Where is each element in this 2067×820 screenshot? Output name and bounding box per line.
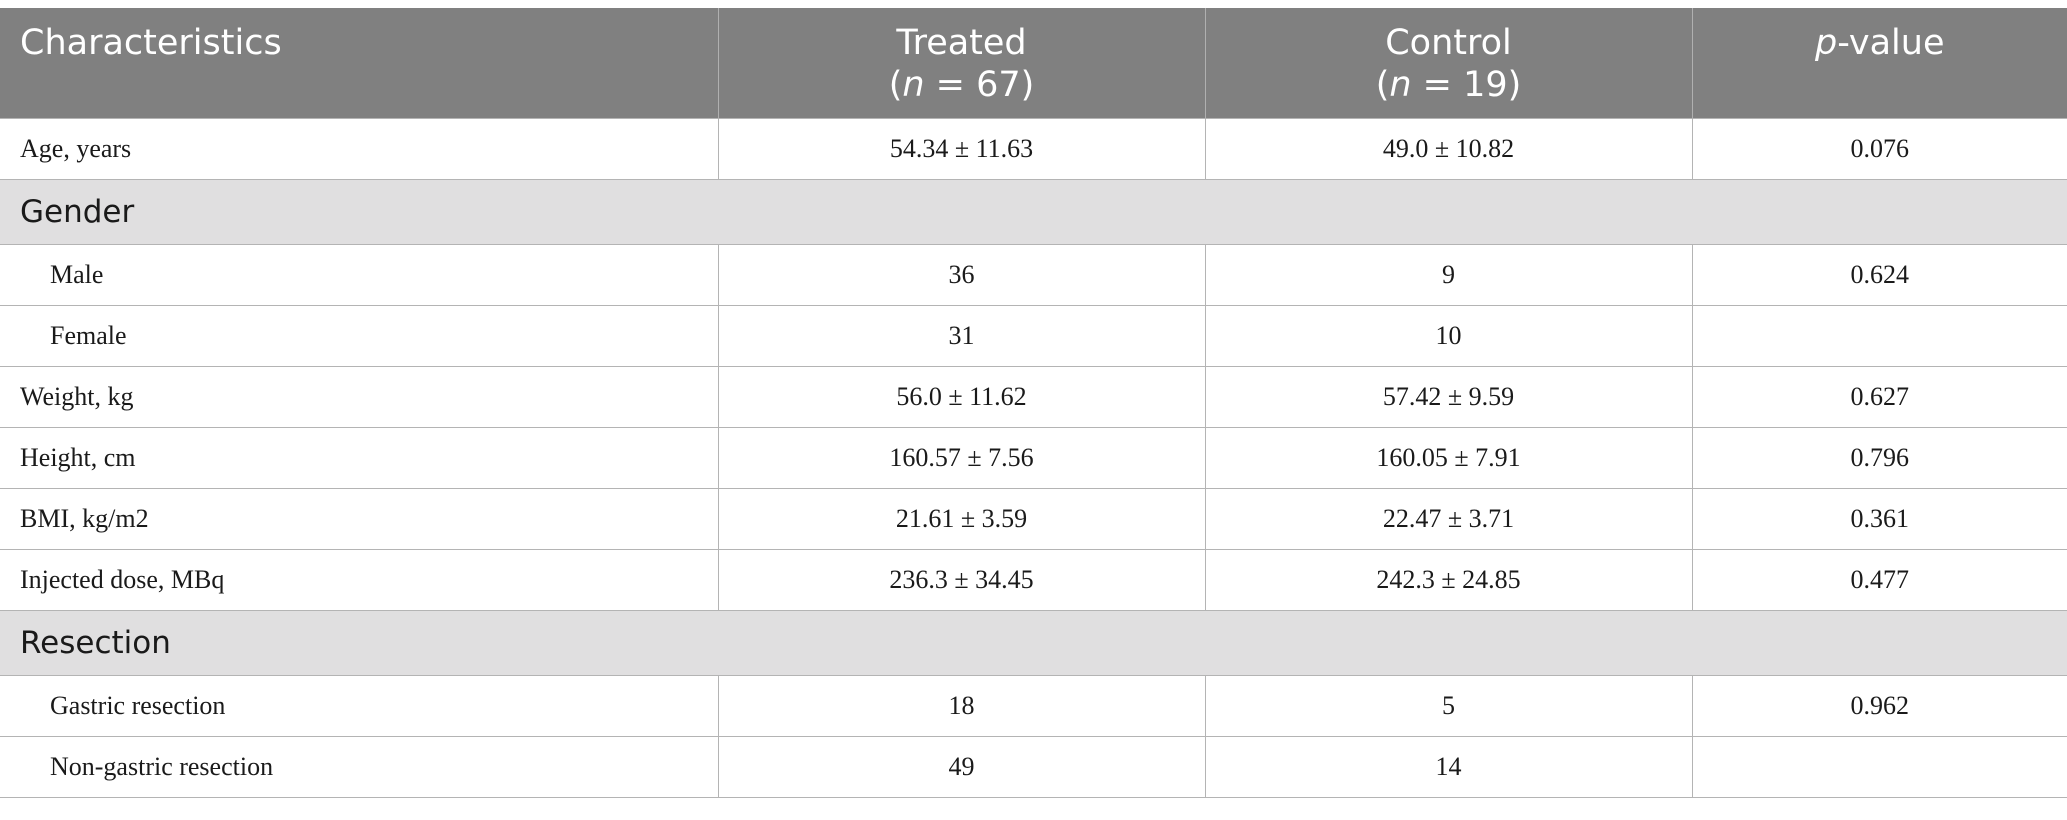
control-cell: 242.3 ± 24.85 — [1204, 548, 1693, 611]
section-row-gender: Gender — [0, 178, 2067, 245]
row-label: Age, years — [0, 117, 719, 180]
table-row: Height, cm 160.57 ± 7.56 160.05 ± 7.91 0… — [0, 426, 2067, 489]
table-row: Female 31 10 — [0, 304, 2067, 367]
header-row: Characteristics Treated (n = 67) Control… — [0, 8, 2067, 118]
treated-cell: 21.61 ± 3.59 — [717, 487, 1206, 550]
p-value-cell — [1691, 735, 2067, 798]
row-label: Female — [0, 304, 719, 367]
count-value: = 67) — [924, 65, 1035, 105]
treated-cell: 18 — [717, 674, 1206, 737]
row-label: Weight, kg — [0, 365, 719, 428]
table-row: Non-gastric resection 49 14 — [0, 735, 2067, 798]
control-cell: 10 — [1204, 304, 1693, 367]
p-value-cell: 0.627 — [1691, 365, 2067, 428]
table-row: Age, years 54.34 ± 11.63 49.0 ± 10.82 0.… — [0, 117, 2067, 180]
section-row-resection: Resection — [0, 609, 2067, 676]
section-label: Resection — [0, 609, 2067, 676]
treated-cell: 56.0 ± 11.62 — [717, 365, 1206, 428]
treated-cell: 54.34 ± 11.63 — [717, 117, 1206, 180]
header-control-count: (n = 19) — [1226, 64, 1672, 106]
control-cell: 5 — [1204, 674, 1693, 737]
row-label: Injected dose, MBq — [0, 548, 719, 611]
treated-cell: 36 — [717, 243, 1206, 306]
n-symbol: n — [902, 65, 925, 105]
row-label: Height, cm — [0, 426, 719, 489]
p-value-cell: 0.361 — [1691, 487, 2067, 550]
row-label: Gastric resection — [0, 674, 719, 737]
p-value-cell: 0.076 — [1691, 117, 2067, 180]
p-value-cell: 0.477 — [1691, 548, 2067, 611]
p-value-cell: 0.796 — [1691, 426, 2067, 489]
header-treated-count: (n = 67) — [739, 64, 1185, 106]
header-treated-label: Treated — [896, 23, 1027, 63]
header-p-value: p-value — [1692, 8, 2067, 118]
control-cell: 14 — [1204, 735, 1693, 798]
table-row: Male 36 9 0.624 — [0, 243, 2067, 306]
header-control-label: Control — [1385, 23, 1512, 63]
row-label: Non-gastric resection — [0, 735, 719, 798]
control-cell: 160.05 ± 7.91 — [1204, 426, 1693, 489]
n-symbol: n — [1389, 65, 1412, 105]
control-cell: 9 — [1204, 243, 1693, 306]
table-row: Gastric resection 18 5 0.962 — [0, 674, 2067, 737]
control-cell: 49.0 ± 10.82 — [1204, 117, 1693, 180]
control-cell: 57.42 ± 9.59 — [1204, 365, 1693, 428]
count-value: = 19) — [1411, 65, 1522, 105]
treated-cell: 160.57 ± 7.56 — [717, 426, 1206, 489]
p-value-cell: 0.962 — [1691, 674, 2067, 737]
section-label: Gender — [0, 178, 2067, 245]
paren: ( — [888, 65, 903, 105]
table-container: Characteristics Treated (n = 67) Control… — [0, 8, 2067, 798]
table-row: Weight, kg 56.0 ± 11.62 57.42 ± 9.59 0.6… — [0, 365, 2067, 428]
characteristics-table: Characteristics Treated (n = 67) Control… — [0, 8, 2067, 798]
treated-cell: 49 — [717, 735, 1206, 798]
header-characteristics: Characteristics — [0, 8, 719, 118]
p-value-suffix: -value — [1837, 23, 1945, 63]
table-row: BMI, kg/m2 21.61 ± 3.59 22.47 ± 3.71 0.3… — [0, 487, 2067, 550]
treated-cell: 236.3 ± 34.45 — [717, 548, 1206, 611]
control-cell: 22.47 ± 3.71 — [1204, 487, 1693, 550]
row-label: Male — [0, 243, 719, 306]
table-row: Injected dose, MBq 236.3 ± 34.45 242.3 ±… — [0, 548, 2067, 611]
header-control: Control (n = 19) — [1205, 8, 1693, 118]
header-treated: Treated (n = 67) — [718, 8, 1206, 118]
treated-cell: 31 — [717, 304, 1206, 367]
paren: ( — [1375, 65, 1390, 105]
row-label: BMI, kg/m2 — [0, 487, 719, 550]
p-value-cell — [1691, 304, 2067, 367]
p-value-cell: 0.624 — [1691, 243, 2067, 306]
p-symbol: p — [1814, 23, 1838, 63]
